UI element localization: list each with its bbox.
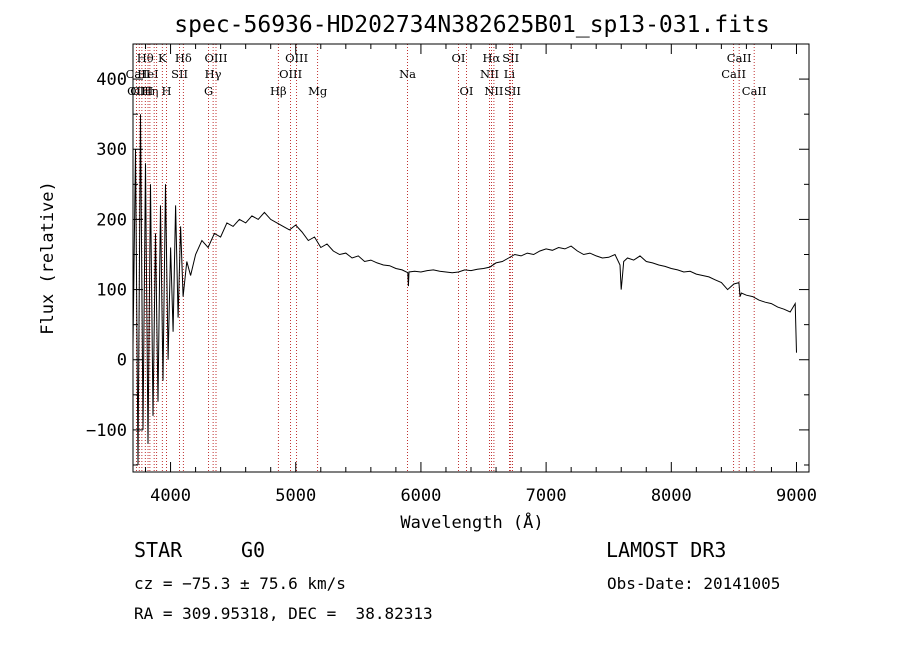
line-marker-label: OI [451, 51, 465, 65]
line-marker-label: H [162, 84, 172, 98]
coordinates: RA = 309.95318, DEC = 38.82313 [134, 604, 433, 623]
object-class: STAR [134, 538, 183, 562]
x-tick-label: 8000 [651, 486, 692, 506]
line-marker-label: SII [171, 67, 188, 81]
line-marker-label: CaII [742, 84, 767, 98]
line-marker-label: CaII [126, 67, 151, 81]
line-marker-label: Hβ [270, 84, 287, 98]
line-marker-label: Hα [483, 51, 501, 65]
line-marker-label: SII [502, 51, 519, 65]
object-subclass: G0 [241, 538, 266, 562]
line-marker-label: HeI [137, 67, 158, 81]
line-marker-label: Li [504, 67, 516, 81]
line-marker-label: G [204, 84, 213, 98]
survey-name: LAMOST DR3 [606, 538, 727, 562]
series-flux [132, 114, 797, 466]
x-tick-label: 4000 [150, 486, 191, 506]
y-tick-label: 100 [96, 281, 127, 301]
plot-frame [132, 43, 810, 473]
axis-ticks: 4000 5000 6000 7000 8000 9000 −100 0 100 200 300 40… [86, 43, 817, 506]
x-tick-label: 6000 [400, 486, 441, 506]
y-tick-label: 400 [96, 70, 127, 90]
x-tick-label: 9000 [776, 486, 817, 506]
line-marker-label: OII [127, 84, 146, 98]
x-tick-label: 5000 [275, 486, 316, 506]
line-marker-label: SII [504, 84, 521, 98]
chart-title: spec-56936-HD202734N382625B01_sp13-031.f… [174, 12, 769, 38]
line-marker-label: CaII [721, 67, 746, 81]
line-marker-label: Hθ [137, 51, 154, 65]
x-axis-label: Wavelength (Å) [400, 511, 543, 533]
line-marker-label: OIII [204, 51, 227, 65]
line-marker-label: OI [460, 84, 474, 98]
line-marker-label: OIII [279, 67, 302, 81]
line-marker-label: Na [399, 67, 416, 81]
line-marker-label: OIII [285, 51, 308, 65]
redshift-cz: cz = −75.3 ± 75.6 km/s [134, 574, 346, 593]
line-marker-label: CaII [727, 51, 752, 65]
line-marker-label: K [158, 51, 167, 65]
y-tick-label: 300 [96, 140, 127, 160]
y-tick-label: 0 [117, 351, 127, 371]
line-marker-label: Mg [308, 84, 328, 98]
line-marker-label: Hη [141, 84, 158, 98]
x-tick-label: 7000 [526, 486, 567, 506]
line-marker-label: Hδ [175, 51, 192, 65]
line-markers: OII Hθ HeI Hη K H SII Hδ G Hγ OIII Hβ OIII OIII Mg Na OI… [126, 44, 767, 472]
obs-date: Obs-Date: 20141005 [607, 574, 781, 593]
line-marker-label: OIII [130, 84, 153, 98]
y-tick-label: 200 [96, 210, 127, 230]
y-axis-label: Flux (relative) [38, 181, 58, 335]
line-marker-label: NII [484, 84, 503, 98]
y-tick-label: −100 [86, 421, 127, 441]
line-marker-label: Hγ [205, 67, 222, 81]
line-marker-label: NII [480, 67, 499, 81]
